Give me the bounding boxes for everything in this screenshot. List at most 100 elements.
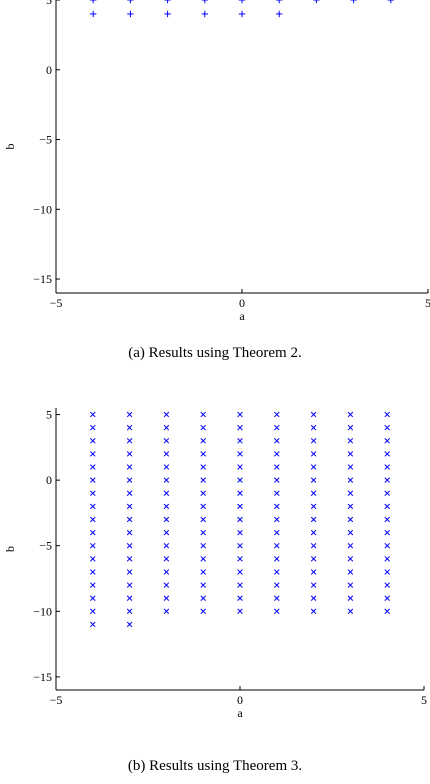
y-tick-label: 0 xyxy=(46,473,52,487)
data-point xyxy=(237,438,243,444)
y-tick-label: −10 xyxy=(33,604,52,618)
data-point xyxy=(347,595,354,601)
data-point xyxy=(237,556,243,562)
data-point xyxy=(90,582,96,588)
x-tick-label: −5 xyxy=(50,693,63,707)
data-point xyxy=(90,595,96,601)
data-point xyxy=(163,556,170,562)
x-tick-label: 5 xyxy=(425,296,430,310)
data-point xyxy=(200,451,206,457)
data-point xyxy=(237,582,243,588)
data-point xyxy=(274,529,280,536)
data-point xyxy=(200,424,206,431)
data-point xyxy=(90,477,96,483)
data-point xyxy=(90,503,96,510)
data-point xyxy=(347,438,354,444)
data-point xyxy=(350,0,357,4)
data-point xyxy=(90,0,97,4)
data-point xyxy=(163,490,170,497)
series-points xyxy=(90,411,390,628)
data-point xyxy=(310,595,317,601)
data-point xyxy=(347,477,354,483)
data-point xyxy=(200,595,206,601)
data-point xyxy=(163,542,170,549)
data-point xyxy=(126,464,133,470)
x-tick-label: −5 xyxy=(50,296,63,310)
data-point xyxy=(310,464,317,470)
y-tick-label: −10 xyxy=(33,202,52,216)
data-point xyxy=(384,438,390,444)
axes: −5 0 5 −15 −10 −5 0 5 a b xyxy=(3,0,430,323)
data-point xyxy=(126,556,133,562)
data-point xyxy=(384,582,390,588)
data-point xyxy=(347,424,354,431)
data-point xyxy=(237,595,243,601)
data-point xyxy=(126,503,133,510)
data-point xyxy=(163,608,170,615)
data-point xyxy=(200,477,206,483)
data-point xyxy=(90,451,96,457)
data-point xyxy=(310,608,317,615)
data-point xyxy=(384,516,390,523)
data-point xyxy=(310,529,317,536)
data-point xyxy=(163,438,170,444)
data-point xyxy=(200,582,206,588)
data-point xyxy=(384,542,390,549)
data-point xyxy=(274,438,280,444)
data-point xyxy=(126,621,133,628)
data-point xyxy=(200,438,206,444)
data-point xyxy=(200,608,206,615)
data-point xyxy=(274,464,280,470)
data-point xyxy=(126,451,133,457)
data-point xyxy=(347,569,354,575)
data-point xyxy=(200,556,206,562)
data-point xyxy=(237,529,243,536)
data-point xyxy=(126,582,133,588)
data-point xyxy=(163,595,170,601)
data-point xyxy=(274,556,280,562)
data-point xyxy=(387,0,394,4)
data-point xyxy=(90,569,96,575)
data-point xyxy=(384,529,390,536)
data-point xyxy=(276,10,283,18)
data-point xyxy=(126,477,133,483)
data-point xyxy=(200,464,206,470)
data-point xyxy=(90,516,96,523)
axes: −5 0 5 −15 −10 −5 0 5 a b xyxy=(3,408,427,720)
data-point xyxy=(310,516,317,523)
x-axis-label: a xyxy=(239,309,245,323)
data-point xyxy=(274,477,280,483)
data-point xyxy=(384,411,390,418)
data-point xyxy=(201,10,208,18)
data-point xyxy=(200,490,206,497)
data-point xyxy=(163,464,170,470)
x-tick-label: 0 xyxy=(239,296,245,310)
data-point xyxy=(163,411,170,418)
x-axis-label: a xyxy=(237,706,243,720)
data-point xyxy=(347,490,354,497)
data-point xyxy=(384,451,390,457)
data-point xyxy=(310,569,317,575)
data-point xyxy=(200,516,206,523)
data-point xyxy=(347,503,354,510)
data-point xyxy=(237,477,243,483)
data-point xyxy=(126,438,133,444)
data-point xyxy=(238,0,246,4)
data-point xyxy=(310,477,317,483)
data-point xyxy=(90,10,97,18)
y-tick-label: −15 xyxy=(33,272,52,286)
data-point xyxy=(200,569,206,575)
data-point xyxy=(310,438,317,444)
data-point xyxy=(310,424,317,431)
caption-b: (b) Results using Theorem 3. xyxy=(127,758,303,774)
data-point xyxy=(310,582,317,588)
data-point xyxy=(237,542,243,549)
data-point xyxy=(237,464,243,470)
data-point xyxy=(163,503,170,510)
data-point xyxy=(237,424,243,431)
data-point xyxy=(90,608,96,615)
data-point xyxy=(347,451,354,457)
data-point xyxy=(274,542,280,549)
data-point xyxy=(237,608,243,615)
data-point xyxy=(274,569,280,575)
